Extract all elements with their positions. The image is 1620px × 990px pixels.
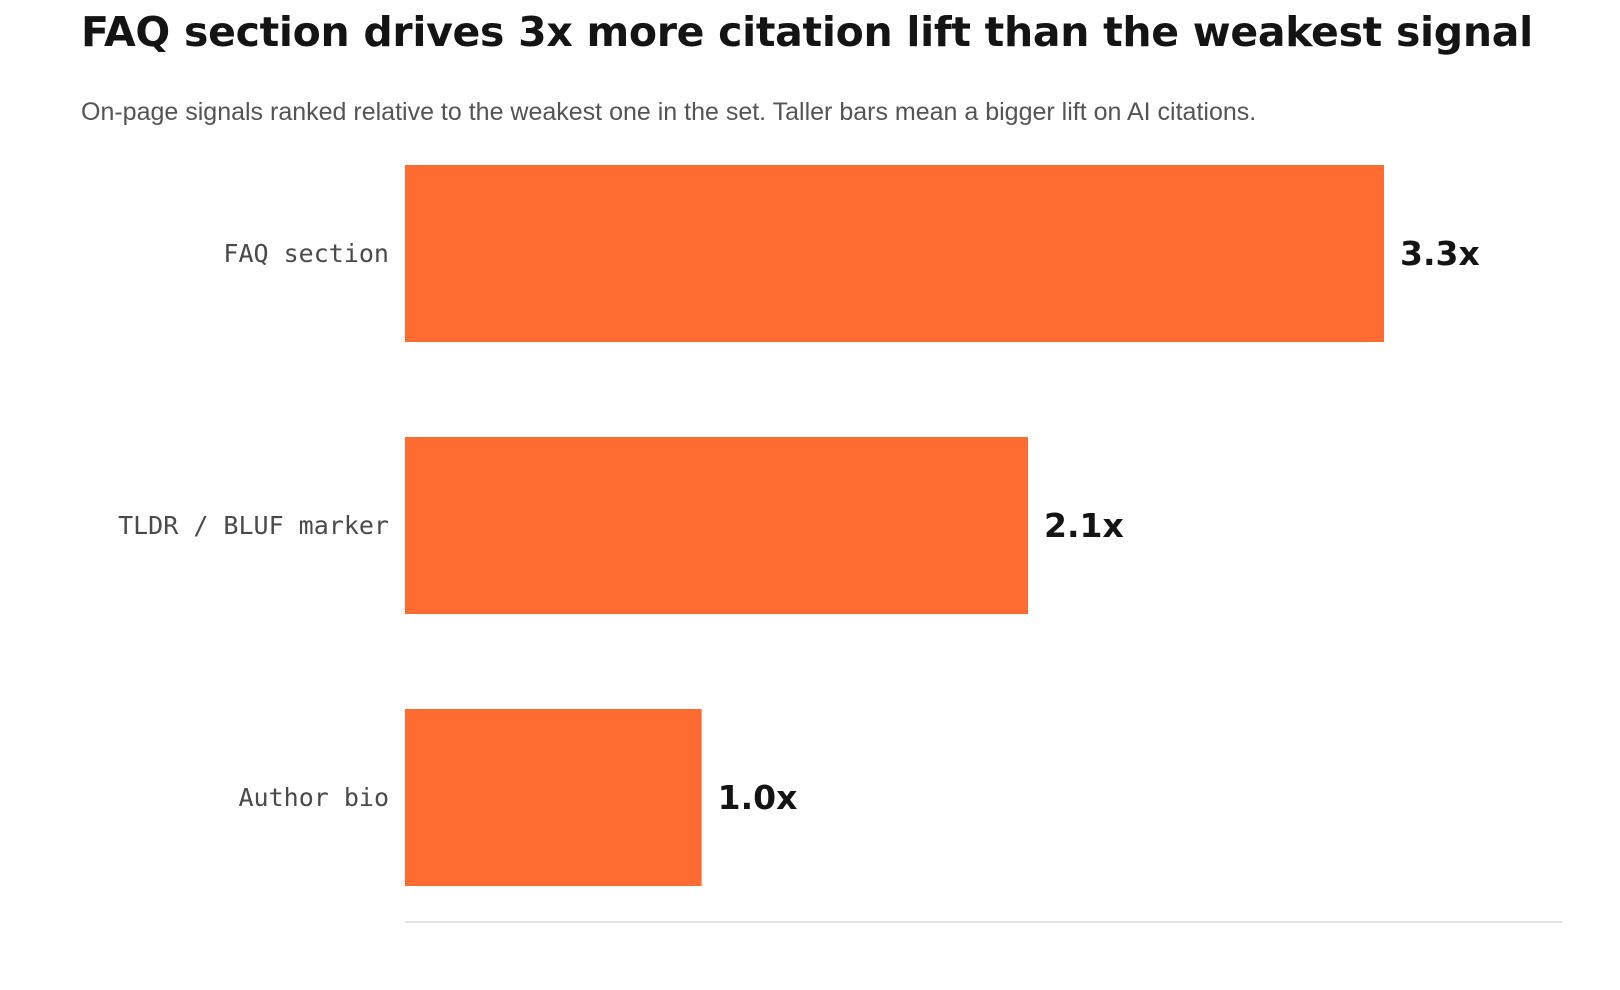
category-label-author-bio: Author bio: [238, 783, 389, 812]
chart-title: FAQ section drives 3x more citation lift…: [81, 8, 1533, 56]
category-label-tldr-bluf-marker: TLDR / BLUF marker: [118, 511, 389, 540]
value-label-tldr-bluf-marker: 2.1x: [1044, 506, 1124, 545]
bar-faq-section: [405, 165, 1384, 342]
value-label-faq-section: 3.3x: [1400, 234, 1480, 273]
bars-layer: FAQ section 3.3x TLDR / BLUF marker 2.1x Aut…: [118, 165, 1480, 886]
bar-tldr-bluf-marker: [405, 437, 1028, 614]
value-label-author-bio: 1.0x: [718, 778, 798, 817]
category-label-faq-section: FAQ section: [223, 239, 389, 268]
chart-subtitle: On-page signals ranked relative to the w…: [81, 98, 1257, 126]
bar-author-bio: [405, 709, 702, 886]
